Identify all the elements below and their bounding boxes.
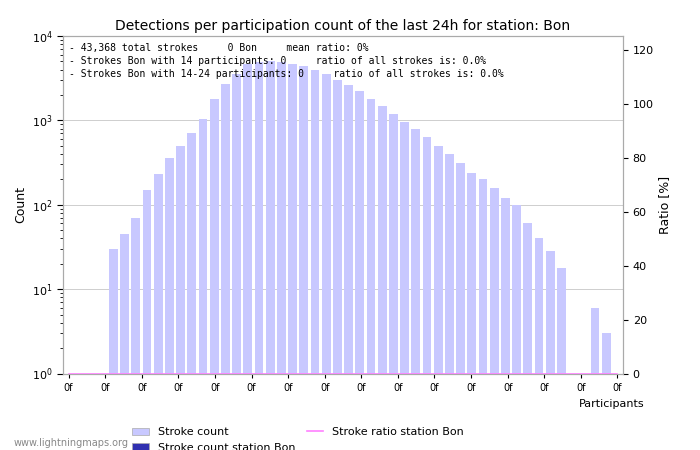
Bar bbox=[479, 180, 487, 450]
Bar bbox=[199, 119, 207, 450]
Bar bbox=[277, 62, 286, 450]
Bar bbox=[389, 114, 398, 450]
Bar bbox=[423, 137, 431, 450]
Bar bbox=[412, 130, 420, 450]
Bar bbox=[535, 238, 543, 450]
Bar bbox=[613, 374, 622, 450]
Bar bbox=[232, 74, 241, 450]
Bar bbox=[591, 308, 599, 450]
Bar bbox=[221, 84, 230, 450]
Bar bbox=[445, 154, 454, 450]
Bar bbox=[266, 61, 274, 450]
Bar bbox=[300, 66, 308, 450]
Bar bbox=[378, 105, 386, 450]
Bar bbox=[501, 198, 510, 450]
Bar bbox=[109, 249, 118, 450]
Bar bbox=[524, 224, 532, 450]
Bar bbox=[557, 268, 566, 450]
Bar bbox=[512, 205, 521, 450]
Bar bbox=[98, 374, 106, 450]
Bar bbox=[568, 374, 577, 450]
Title: Detections per participation count of the last 24h for station: Bon: Detections per participation count of th… bbox=[116, 19, 570, 33]
Bar bbox=[255, 62, 263, 450]
Bar bbox=[143, 190, 151, 450]
Bar bbox=[188, 134, 196, 450]
Bar bbox=[490, 188, 498, 450]
Bar bbox=[76, 374, 84, 450]
Bar bbox=[64, 374, 73, 450]
Text: - 43,368 total strokes     0 Bon     mean ratio: 0%
- Strokes Bon with 14 partic: - 43,368 total strokes 0 Bon mean ratio:… bbox=[69, 43, 503, 79]
Bar bbox=[434, 146, 442, 450]
Bar bbox=[456, 163, 465, 450]
Bar bbox=[154, 174, 162, 450]
Bar bbox=[546, 252, 554, 450]
Bar bbox=[367, 99, 375, 450]
Bar bbox=[580, 374, 588, 450]
Bar bbox=[165, 158, 174, 450]
Y-axis label: Ratio [%]: Ratio [%] bbox=[658, 176, 671, 234]
Bar bbox=[288, 63, 297, 450]
Bar bbox=[311, 70, 319, 450]
Bar bbox=[400, 122, 409, 450]
Text: www.lightningmaps.org: www.lightningmaps.org bbox=[14, 437, 129, 447]
Bar bbox=[344, 86, 353, 450]
Bar bbox=[120, 234, 129, 450]
Bar bbox=[322, 74, 330, 450]
Bar bbox=[87, 374, 95, 450]
Bar bbox=[210, 99, 218, 450]
Bar bbox=[356, 91, 364, 450]
Bar bbox=[244, 64, 252, 450]
Text: Participants: Participants bbox=[578, 399, 644, 409]
Bar bbox=[132, 218, 140, 450]
Y-axis label: Count: Count bbox=[15, 186, 27, 223]
Bar bbox=[468, 173, 476, 450]
Bar bbox=[176, 146, 185, 450]
Bar bbox=[602, 333, 610, 450]
Legend: Stroke count, Stroke count station Bon, Stroke ratio station Bon: Stroke count, Stroke count station Bon, … bbox=[128, 423, 468, 450]
Bar bbox=[333, 80, 342, 450]
